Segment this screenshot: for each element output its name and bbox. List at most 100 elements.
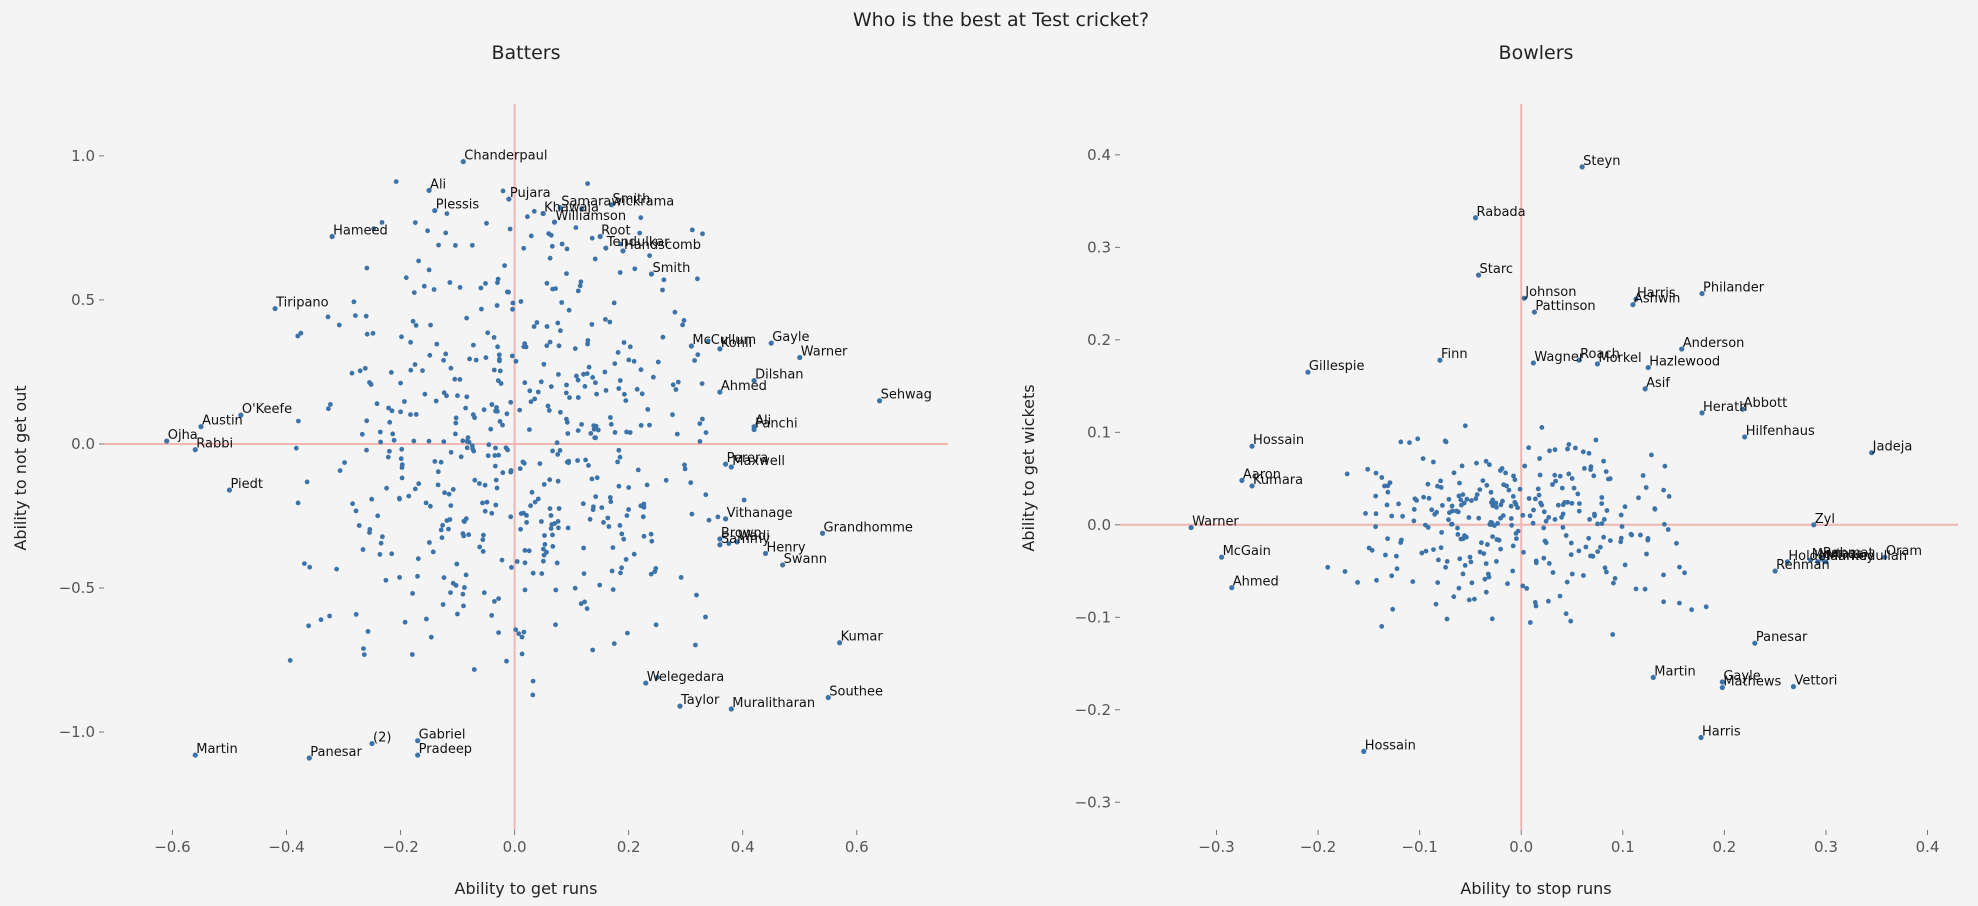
background-point <box>399 446 405 452</box>
y-tick-label: 0.2 <box>1087 331 1111 349</box>
background-point <box>380 534 385 540</box>
background-point <box>439 535 445 541</box>
background-point <box>1435 580 1441 585</box>
background-point <box>415 556 421 562</box>
bowlers-y-axis-label: Ability to get wickets <box>1019 384 1038 551</box>
background-point <box>398 456 404 462</box>
background-point <box>426 267 432 273</box>
background-point <box>1449 521 1454 527</box>
background-point <box>1440 503 1445 508</box>
background-point <box>617 270 623 275</box>
background-point <box>550 286 555 292</box>
background-point <box>1580 449 1586 455</box>
background-point <box>356 523 362 528</box>
labeled-point <box>1790 684 1797 690</box>
x-tick-label: −0.1 <box>1401 838 1437 856</box>
background-point <box>1510 543 1516 549</box>
background-point <box>1533 603 1539 609</box>
background-point <box>623 557 629 562</box>
background-point <box>408 367 414 373</box>
labeled-point <box>1630 302 1636 308</box>
point-label: Vithanage <box>727 506 793 521</box>
background-point <box>406 493 412 499</box>
background-point <box>1573 445 1578 451</box>
x-tick-label: −0.4 <box>268 838 304 856</box>
background-point <box>491 367 497 373</box>
background-point <box>1563 611 1569 617</box>
background-point <box>649 538 655 544</box>
background-point <box>371 226 377 232</box>
background-point <box>1515 528 1521 534</box>
background-point <box>530 570 536 576</box>
x-tick-label: 0.2 <box>1712 838 1736 856</box>
background-point <box>1410 579 1416 584</box>
background-point <box>522 380 528 386</box>
background-point <box>436 242 441 248</box>
point-label: Herath <box>1703 400 1747 415</box>
point-label: Pujara <box>510 186 551 201</box>
background-point <box>1568 540 1574 546</box>
point-label: Martin <box>196 742 237 757</box>
point-label: Panesar <box>310 745 362 760</box>
background-point <box>370 330 376 336</box>
bowlers-zero-lines <box>1120 104 1958 830</box>
point-label: Roach <box>1580 347 1620 362</box>
labeled-point <box>1740 406 1746 412</box>
point-label: O'Keefe <box>242 402 292 417</box>
background-point <box>326 406 331 412</box>
background-point <box>1501 482 1506 488</box>
labeled-point <box>1188 524 1194 531</box>
background-point <box>1429 507 1435 513</box>
background-point <box>1643 485 1649 490</box>
background-point <box>508 468 514 473</box>
background-point <box>450 487 456 492</box>
labeled-point <box>1361 748 1367 754</box>
background-point <box>531 208 537 214</box>
background-point <box>555 478 561 484</box>
background-point <box>1571 485 1577 491</box>
background-point <box>518 299 524 304</box>
labeled-point <box>677 703 683 709</box>
background-point <box>1588 553 1593 559</box>
background-point <box>581 571 587 576</box>
background-point <box>559 300 565 305</box>
background-point <box>1443 439 1449 445</box>
point-label: Wadi <box>738 529 770 544</box>
background-point <box>586 463 591 468</box>
labeled-point <box>369 740 375 747</box>
point-label: Steyn <box>1583 154 1620 169</box>
background-point <box>695 276 700 282</box>
background-point <box>546 408 552 413</box>
labeled-point <box>164 438 170 444</box>
background-point <box>541 361 547 367</box>
background-point <box>653 622 659 628</box>
point-label: Gabriel <box>419 728 466 743</box>
background-point <box>1398 540 1404 545</box>
batters-y-axis-label: Ability to not get out <box>11 385 30 550</box>
background-point <box>351 299 357 305</box>
background-point <box>639 391 645 397</box>
background-point <box>1576 508 1582 514</box>
background-point <box>1512 499 1518 505</box>
point-label: Handscomb <box>624 238 701 253</box>
background-point <box>1537 456 1542 461</box>
background-point <box>638 423 644 428</box>
background-point <box>428 503 433 509</box>
background-point <box>1599 521 1605 526</box>
background-point <box>467 356 472 362</box>
background-point <box>577 283 583 289</box>
batters-x-axis-label: Ability to get runs <box>455 879 598 898</box>
point-label: Pradeep <box>419 742 472 757</box>
background-point <box>1581 573 1586 578</box>
background-point <box>364 265 370 271</box>
background-point <box>491 335 497 340</box>
labeled-point <box>1576 357 1582 363</box>
background-point <box>410 318 416 324</box>
labeled-point <box>597 233 603 240</box>
point-label: Sammy <box>721 532 771 547</box>
background-point <box>1644 551 1649 557</box>
background-point <box>1618 535 1624 541</box>
background-point <box>519 634 525 640</box>
point-label: Plessis <box>436 198 480 213</box>
background-point <box>500 470 506 476</box>
